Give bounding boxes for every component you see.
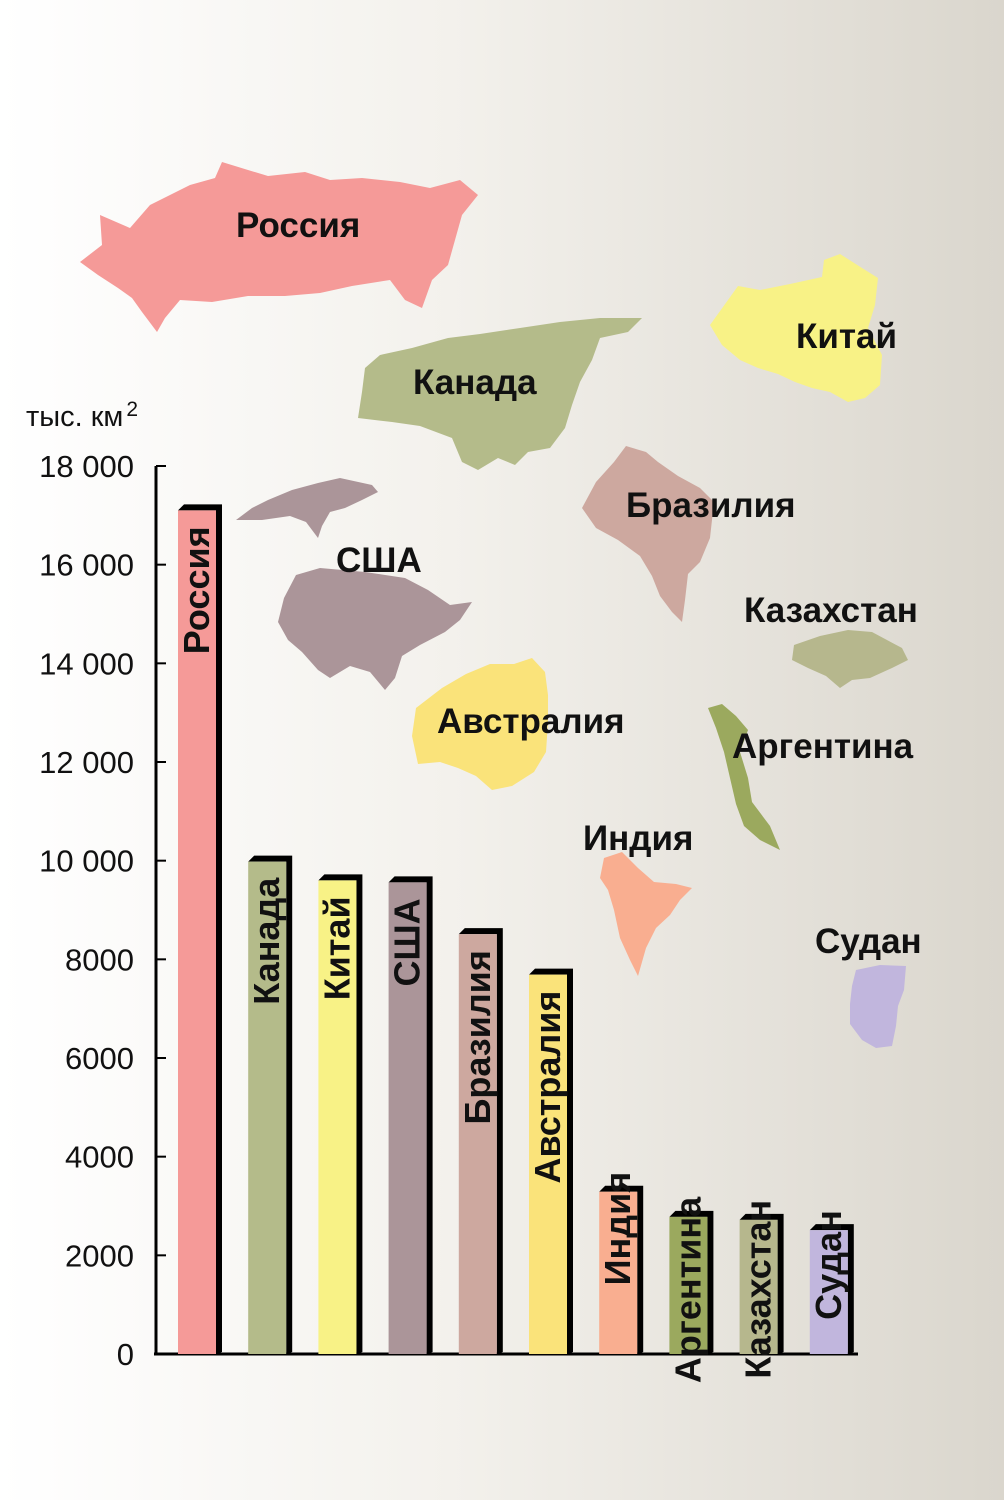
map-label-india: Индия	[583, 819, 693, 858]
canada-map	[358, 318, 642, 470]
y-tick-label: 16 000	[39, 548, 134, 583]
bar-shadow	[318, 874, 363, 1354]
map-label-usa: США	[336, 541, 422, 580]
y-tick-label: 14 000	[39, 646, 134, 681]
bar-group: Аргентина	[667, 1196, 714, 1383]
bar-shadow	[178, 504, 222, 1354]
brazil-map	[582, 446, 714, 622]
map-label-brazil: Бразилия	[626, 486, 796, 525]
y-tick-label: 8000	[65, 942, 134, 977]
bar	[388, 882, 427, 1354]
bar-shadow	[458, 928, 503, 1354]
bar-shadow	[529, 968, 573, 1354]
y-ticks: 0 2000 4000 6000 8000 10 000 12 000 14 000 16 00…	[39, 449, 166, 1372]
bar-group: Судан	[808, 1210, 854, 1354]
bar-label: Индия	[597, 1172, 638, 1286]
bars: Россия Канада Китай США Бразилия Австралия Инд…	[176, 504, 854, 1383]
bar-group: Казахстан	[738, 1200, 784, 1379]
map-label-china: Китай	[796, 317, 897, 356]
sudan-map	[850, 965, 906, 1048]
bar	[809, 1230, 848, 1354]
bar	[318, 880, 357, 1354]
bar-shadow	[739, 1213, 784, 1354]
bar-label: Бразилия	[457, 950, 498, 1124]
bar-label: Китай	[316, 896, 357, 1000]
bar	[178, 510, 216, 1354]
y-tick-label: 6000	[65, 1041, 134, 1076]
bar-shadow	[248, 855, 293, 1354]
australia-map	[412, 658, 548, 790]
bar-label: Судан	[808, 1210, 849, 1320]
y-tick-label: 10 000	[39, 844, 134, 879]
y-tick-label: 12 000	[39, 745, 134, 780]
map-label-canada: Канада	[413, 363, 537, 402]
unit-label: тыс. км 2	[26, 398, 138, 433]
country-maps	[80, 162, 908, 1048]
y-tick-label: 0	[117, 1337, 134, 1372]
map-label-sudan: Судан	[815, 922, 922, 961]
bar	[739, 1219, 778, 1354]
bar-group: Россия	[176, 504, 222, 1354]
bar	[248, 861, 287, 1354]
bar-group: США	[387, 876, 433, 1354]
map-label-argentina: Аргентина	[732, 727, 914, 766]
kazakhstan-map	[792, 630, 908, 688]
bar	[458, 934, 497, 1354]
y-tick-label: 4000	[65, 1140, 134, 1175]
bar-group: Австралия	[527, 968, 573, 1354]
bar-label: Канада	[246, 877, 287, 1005]
china-map	[710, 254, 882, 402]
bar	[529, 974, 567, 1354]
bar-label: Казахстан	[738, 1200, 779, 1379]
bar-label: Австралия	[527, 991, 568, 1184]
unit-superscript: 2	[126, 398, 138, 421]
bar-shadow	[388, 876, 433, 1354]
bar-shadow	[809, 1224, 854, 1354]
map-label-australia: Австралия	[437, 702, 625, 741]
map-labels: Россия Канада Китай США Бразилия Казахст…	[236, 206, 922, 961]
bar-label: Аргентина	[667, 1196, 708, 1383]
bar-shadow	[669, 1210, 714, 1354]
bar	[599, 1191, 638, 1354]
usa-map	[278, 568, 472, 690]
y-tick-label: 18 000	[39, 449, 134, 484]
bar-group: Канада	[246, 855, 293, 1354]
bar	[669, 1216, 708, 1354]
unit-label-text: тыс. км	[26, 401, 123, 433]
y-tick-label: 2000	[65, 1238, 134, 1273]
bar-group: Индия	[597, 1172, 644, 1354]
map-label-russia: Россия	[236, 206, 360, 245]
russia-map	[80, 162, 478, 332]
bar-group: Бразилия	[457, 928, 503, 1354]
alaska-map	[236, 478, 378, 538]
bar-shadow	[599, 1185, 644, 1354]
argentina-map	[708, 704, 780, 850]
bar-label: Россия	[176, 526, 217, 654]
india-map	[600, 852, 692, 976]
bar-label: США	[387, 898, 428, 986]
map-label-kazakhstan: Казахстан	[744, 591, 918, 630]
bar-group: Китай	[316, 874, 363, 1354]
